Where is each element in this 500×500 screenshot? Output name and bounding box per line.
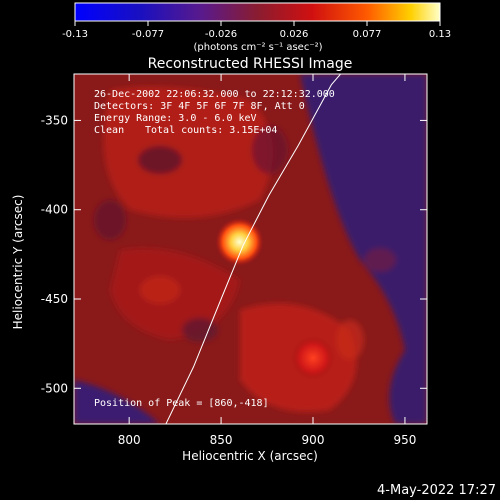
plot-frame	[73, 73, 428, 425]
annotation-total-counts: Total counts: 3.15E+04	[145, 125, 277, 136]
colorbar-tick-label: -0.077	[132, 29, 164, 40]
y-axis-label: Heliocentric Y (arcsec)	[11, 195, 25, 330]
annotation-clean: Clean	[94, 125, 124, 136]
y-tick-label: -500	[41, 381, 68, 395]
peak-source	[215, 217, 264, 266]
y-tick-label: -450	[41, 292, 68, 306]
annotation-time-range: 26-Dec-2002 22:06:32.000 to 22:12:32.000	[94, 89, 335, 100]
x-tick-label: 950	[393, 433, 416, 447]
footer-timestamp: 4-May-2022 17:27	[377, 483, 496, 498]
colorbar-tick-label: 0.026	[280, 29, 309, 40]
secondary-source	[291, 335, 336, 380]
colorbar	[74, 2, 441, 22]
colorbar-tick-label: 0.13	[429, 29, 451, 40]
heatmap-image	[74, 74, 427, 424]
x-axis-ticks: 800 850 900 950	[118, 74, 416, 447]
colorbar-unit-label: (photons cm⁻² s⁻¹ asec⁻²)	[193, 42, 322, 53]
colorbar-tick-label: 0.077	[353, 29, 382, 40]
colorbar-tick-label: -0.13	[62, 29, 88, 40]
x-axis-label: Heliocentric X (arcsec)	[182, 449, 318, 463]
solar-limb-curve	[165, 74, 341, 424]
annotation-energy-range: Energy Range: 3.0 - 6.0 keV	[94, 113, 257, 124]
annotation-peak-position: Position of Peak = [860,-418]	[94, 398, 269, 409]
y-tick-label: -400	[41, 203, 68, 217]
x-tick-label: 800	[118, 433, 141, 447]
x-tick-label: 850	[210, 433, 233, 447]
chart-title: Reconstructed RHESSI Image	[148, 56, 353, 72]
annotation-detectors: Detectors: 3F 4F 5F 6F 7F 8F, Att 0	[94, 101, 305, 112]
colorbar-tick-label: -0.026	[205, 29, 237, 40]
colorbar-ticks	[74, 21, 441, 26]
y-tick-label: -350	[41, 113, 68, 127]
y-axis-ticks: -350 -400 -450 -500	[41, 113, 427, 395]
x-tick-label: 900	[302, 433, 325, 447]
